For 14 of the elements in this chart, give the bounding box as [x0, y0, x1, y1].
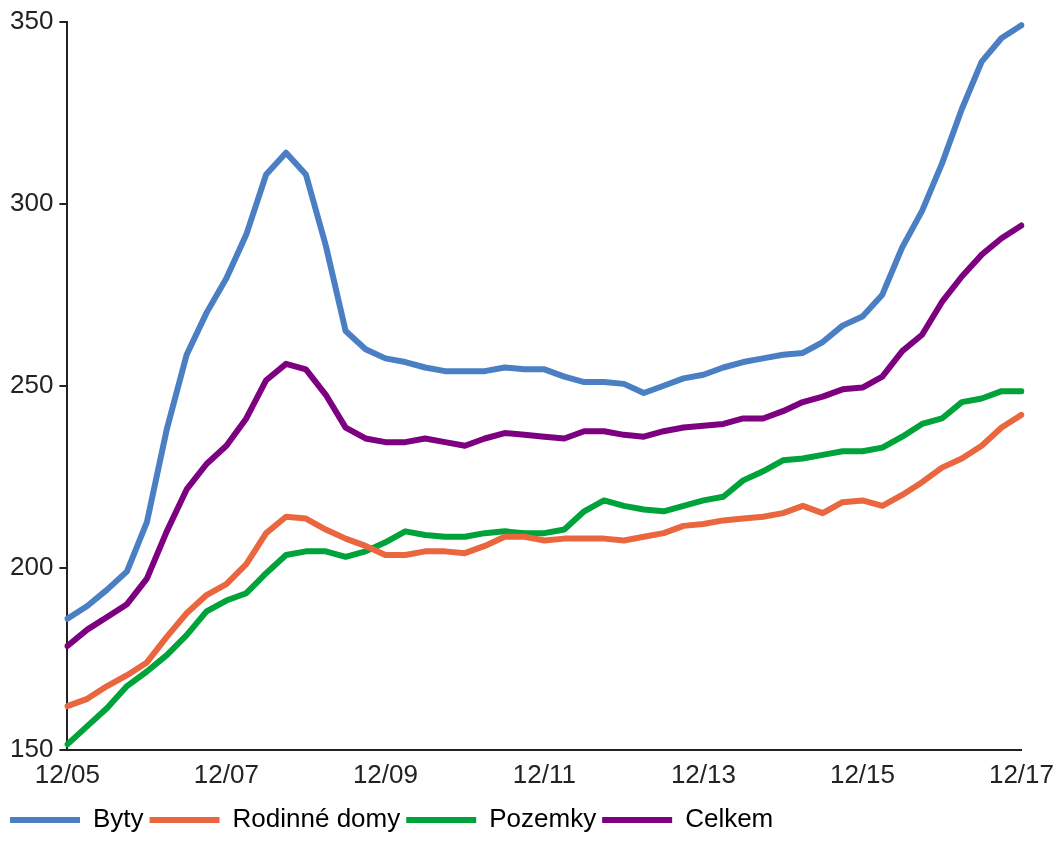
legend-label: Celkem	[685, 803, 774, 834]
y-tick-label: 200	[9, 550, 54, 581]
x-tick-label: 12/13	[670, 758, 736, 789]
x-tick-label: 12/09	[352, 758, 418, 789]
legend-label: Byty	[93, 803, 144, 834]
y-tick-label: 250	[9, 368, 54, 399]
x-tick-label: 12/11	[512, 758, 576, 789]
legend-label: Pozemky	[489, 803, 597, 834]
x-tick-label: 12/15	[829, 758, 895, 789]
legend-label: Rodinné domy	[232, 803, 401, 834]
y-tick-label: 300	[9, 186, 54, 217]
y-tick-label: 350	[9, 4, 54, 35]
x-tick-label: 12/17	[988, 758, 1055, 789]
x-tick-label: 12/07	[193, 758, 259, 789]
